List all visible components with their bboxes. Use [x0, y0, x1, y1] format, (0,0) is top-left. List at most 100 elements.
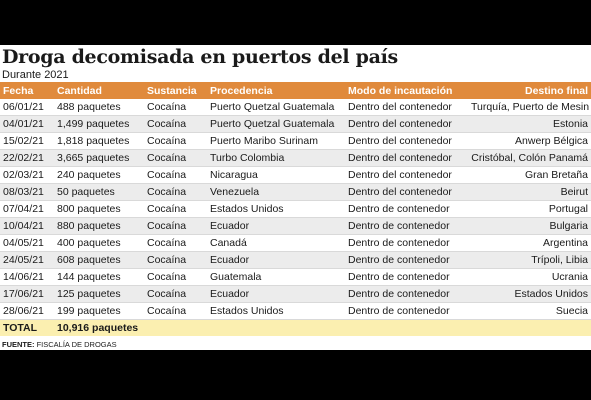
cell-procedencia: Turbo Colombia: [207, 149, 345, 167]
cell-procedencia: Guatemala: [207, 268, 345, 286]
cell-cantidad: 400 paquetes: [54, 234, 144, 252]
table-row: 14/06/21 144 paquetes Cocaína Guatemala Dent…: [0, 268, 591, 286]
cell-sustancia: Cocaína: [144, 183, 207, 201]
total-label: TOTAL: [0, 319, 54, 336]
cell-modo: Dentro del contenedor: [345, 132, 468, 150]
total-value: 10,916 paquetes: [54, 319, 144, 336]
cell-modo: Dentro del contenedor: [345, 166, 468, 184]
table-header-row: Fecha Cantidad Sustancia Procedencia Mod…: [0, 82, 591, 99]
cell-fecha: 04/01/21: [0, 115, 54, 133]
cell-sustancia: Cocaína: [144, 149, 207, 167]
cell-cantidad: 199 paquetes: [54, 302, 144, 320]
cell-modo: Dentro del contenedor: [345, 99, 468, 116]
table-row: 06/01/21 488 paquetes Cocaína Puerto Quetza…: [0, 99, 591, 116]
cell-destino: Gran Bretaña: [468, 166, 591, 184]
cell-destino: Estados Unidos: [468, 285, 591, 303]
cell-fecha: 17/06/21: [0, 285, 54, 303]
column-header-fecha: Fecha: [0, 82, 54, 99]
cell-fecha: 24/05/21: [0, 251, 54, 269]
cell-procedencia: Ecuador: [207, 251, 345, 269]
table-body: 06/01/21 488 paquetes Cocaína Puerto Quetza…: [0, 99, 591, 336]
cell-cantidad: 608 paquetes: [54, 251, 144, 269]
cell-procedencia: Canadá: [207, 234, 345, 252]
cell-modo: Dentro del contenedor: [345, 149, 468, 167]
cell-sustancia: Cocaína: [144, 115, 207, 133]
cell-destino: Anwerp Bélgica: [468, 132, 591, 150]
table-row: 28/06/21 199 paquetes Cocaína Estados Unido…: [0, 302, 591, 320]
cell-procedencia: Estados Unidos: [207, 200, 345, 218]
cell-cantidad: 50 paquetes: [54, 183, 144, 201]
page-subtitle: Durante 2021: [2, 69, 69, 81]
column-header-sustancia: Sustancia: [144, 82, 207, 99]
cell-fecha: 28/06/21: [0, 302, 54, 320]
cell-procedencia: Estados Unidos: [207, 302, 345, 320]
cell-cantidad: 144 paquetes: [54, 268, 144, 286]
cell-sustancia: Cocaína: [144, 234, 207, 252]
cell-sustancia: Cocaína: [144, 268, 207, 286]
cell-procedencia: Venezuela: [207, 183, 345, 201]
cell-procedencia: Puerto Maribo Surinam: [207, 132, 345, 150]
source-label: FUENTE:: [2, 340, 35, 349]
table-row: 04/01/21 1,499 paquetes Cocaína Puerto Quet…: [0, 115, 591, 133]
cell-destino: Bulgaria: [468, 217, 591, 235]
cell-modo: Dentro del contenedor: [345, 183, 468, 201]
seizures-table: Fecha Cantidad Sustancia Procedencia Mod…: [0, 82, 591, 336]
cell-procedencia: Puerto Quetzal Guatemala: [207, 99, 345, 116]
cell-fecha: 07/04/21: [0, 200, 54, 218]
cell-modo: Dentro de contenedor: [345, 251, 468, 269]
table-row: 10/04/21 880 paquetes Cocaína Ecuador Dentro…: [0, 217, 591, 235]
cell-cantidad: 1,818 paquetes: [54, 132, 144, 150]
cell-cantidad: 880 paquetes: [54, 217, 144, 235]
cell-procedencia: Ecuador: [207, 217, 345, 235]
cell-cantidad: 125 paquetes: [54, 285, 144, 303]
table-row: 07/04/21 800 paquetes Cocaína Estados Unido…: [0, 200, 591, 218]
cell-sustancia: Cocaína: [144, 251, 207, 269]
source-note: FUENTE: FISCALÍA DE DROGAS: [2, 340, 117, 349]
column-header-procedencia: Procedencia: [207, 82, 345, 99]
cell-modo: Dentro de contenedor: [345, 285, 468, 303]
cell-sustancia: Cocaína: [144, 132, 207, 150]
cell-destino: Portugal: [468, 200, 591, 218]
cell-modo: Dentro de contenedor: [345, 268, 468, 286]
column-header-modo: Modo de incautación: [345, 82, 468, 99]
cell-destino: Estonia: [468, 115, 591, 133]
cell-destino: Turquía, Puerto de Mesin: [468, 99, 591, 116]
cell-fecha: 10/04/21: [0, 217, 54, 235]
cell-sustancia: Cocaína: [144, 166, 207, 184]
column-header-destino: Destino final: [468, 82, 591, 99]
cell-fecha: 08/03/21: [0, 183, 54, 201]
cell-cantidad: 1,499 paquetes: [54, 115, 144, 133]
cell-sustancia: Cocaína: [144, 200, 207, 218]
cell-modo: Dentro de contenedor: [345, 217, 468, 235]
cell-destino: Suecia: [468, 302, 591, 320]
table-row: 24/05/21 608 paquetes Cocaína Ecuador Dentro…: [0, 251, 591, 269]
table-row: 04/05/21 400 paquetes Cocaína Canadá Dentro …: [0, 234, 591, 252]
cell-sustancia: Cocaína: [144, 285, 207, 303]
cell-procedencia: Ecuador: [207, 285, 345, 303]
cell-modo: Dentro del contenedor: [345, 115, 468, 133]
cell-fecha: 14/06/21: [0, 268, 54, 286]
cell-fecha: 15/02/21: [0, 132, 54, 150]
total-row: TOTAL 10,916 paquetes: [0, 319, 591, 336]
cell-cantidad: 240 paquetes: [54, 166, 144, 184]
cell-procedencia: Puerto Quetzal Guatemala: [207, 115, 345, 133]
cell-sustancia: Cocaína: [144, 99, 207, 116]
table-row: 02/03/21 240 paquetes Cocaína Nicaragua Dent…: [0, 166, 591, 184]
source-text: FISCALÍA DE DROGAS: [36, 340, 117, 349]
table-row: 15/02/21 1,818 paquetes Cocaína Puerto Mari…: [0, 132, 591, 150]
cell-cantidad: 3,665 paquetes: [54, 149, 144, 167]
cell-procedencia: Nicaragua: [207, 166, 345, 184]
cell-fecha: 06/01/21: [0, 99, 54, 116]
cell-fecha: 02/03/21: [0, 166, 54, 184]
table-row: 17/06/21 125 paquetes Cocaína Ecuador Dentro…: [0, 285, 591, 303]
cell-destino: Beirut: [468, 183, 591, 201]
cell-modo: Dentro de contenedor: [345, 234, 468, 252]
table-row: 22/02/21 3,665 paquetes Cocaína Turbo Colom…: [0, 149, 591, 167]
cell-fecha: 04/05/21: [0, 234, 54, 252]
column-header-cantidad: Cantidad: [54, 82, 144, 99]
cell-cantidad: 800 paquetes: [54, 200, 144, 218]
cell-modo: Dentro de contenedor: [345, 200, 468, 218]
page-title: Droga decomisada en puertos del país: [2, 46, 398, 68]
cell-destino: Trípoli, Libia: [468, 251, 591, 269]
cell-destino: Ucrania: [468, 268, 591, 286]
